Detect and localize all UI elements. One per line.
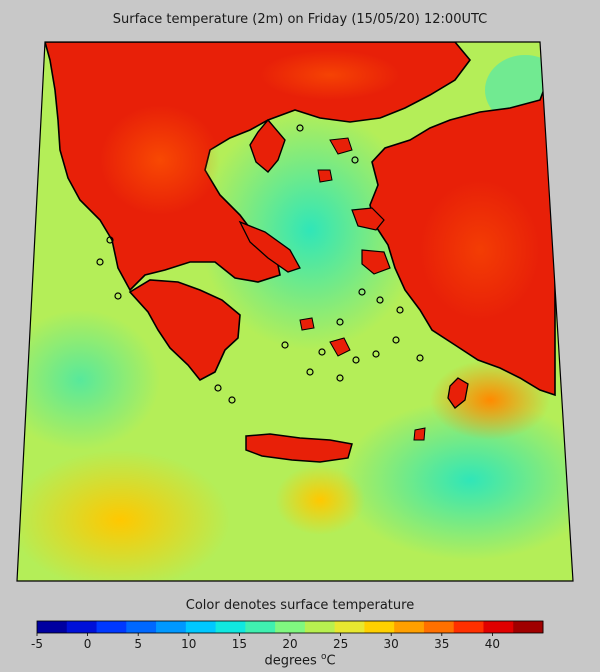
cyclades-island [329, 337, 351, 357]
cyclades-island [299, 317, 315, 331]
colorbar-segment [453, 621, 484, 633]
colorbar-tick-label: 30 [384, 637, 399, 651]
colorbar-segment [96, 621, 127, 633]
aegean-cool-area [200, 110, 420, 350]
map-frame [16, 41, 574, 582]
colorbar-tick-label: 0 [84, 637, 92, 651]
colorbar-segment [37, 621, 68, 633]
anatolia-hot-spot [420, 180, 540, 320]
colorbar-tick-label: 35 [434, 637, 449, 651]
colorbar-segment [364, 621, 395, 633]
colorbar-segment [334, 621, 365, 633]
colorbar-tick-label: 25 [333, 637, 348, 651]
colorbar-tick-label: 20 [282, 637, 297, 651]
south-crete-warm-area [275, 465, 365, 535]
colorbar-segment [185, 621, 217, 633]
peloponnese [128, 279, 241, 382]
map-title: Surface temperature (2m) on Friday (15/0… [112, 12, 488, 27]
colorbar-segment [215, 621, 246, 633]
rhodes [447, 377, 469, 409]
colorbar-tick-label: 15 [232, 637, 247, 651]
colorbar-tick-label: 10 [181, 637, 196, 651]
samothraki [317, 169, 333, 183]
euboea [238, 220, 301, 273]
east-sea-cool-area [340, 400, 573, 560]
colorbar-tick-label: -5 [31, 637, 43, 651]
thasos [329, 137, 353, 155]
mainland-hot-spot [100, 105, 220, 215]
colorbar-segment [423, 621, 455, 633]
colorbar-segment [156, 621, 187, 633]
colorbar-segment [126, 621, 157, 633]
colorbar-segment [66, 621, 98, 633]
colorbar-segment [513, 621, 544, 633]
karpathos [413, 427, 426, 441]
colorbar-segment [394, 621, 425, 633]
colorbar [36, 620, 544, 634]
colorbar-ticks: -5 0 5 10 15 20 25 30 35 40 [31, 633, 500, 651]
colorbar-units: degrees oC [264, 652, 336, 669]
small-island-outlines [96, 124, 424, 404]
colorbar-segment [483, 621, 514, 633]
colorbar-tick-label: 5 [134, 637, 142, 651]
thrace-hot-spot [260, 50, 400, 100]
colorbar-segment [304, 621, 336, 633]
lesvos [351, 207, 385, 231]
colorbar-segment [245, 621, 276, 633]
colorbar-title: Color denotes surface temperature [185, 598, 415, 613]
colorbar-segment [275, 621, 306, 633]
chalkidiki [249, 118, 286, 173]
chios [361, 249, 391, 275]
colorbar-tick-label: 40 [485, 637, 500, 651]
ionian-cool-area [17, 310, 160, 450]
crete [245, 433, 353, 463]
southwest-warm-area [17, 450, 230, 581]
